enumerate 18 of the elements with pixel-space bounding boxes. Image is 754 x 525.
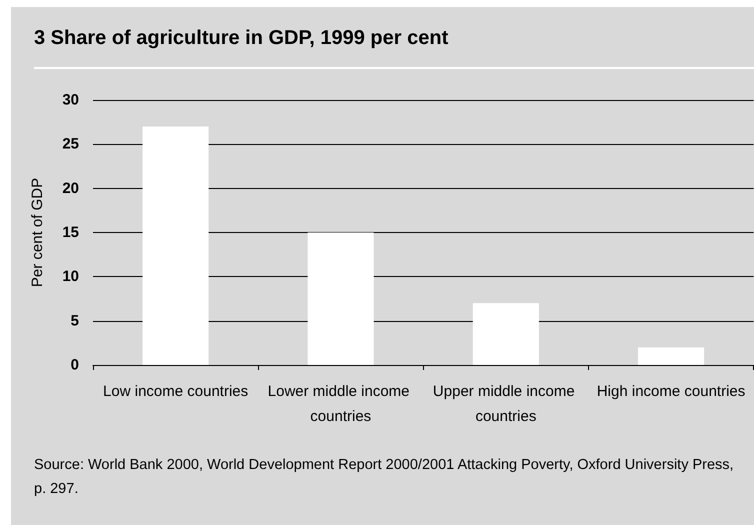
x-tick-label: Low income countries <box>103 383 248 400</box>
bar <box>308 232 374 365</box>
y-tick-label: 10 <box>62 268 79 286</box>
y-tick-label: 25 <box>62 136 79 153</box>
x-tick-label: High income countries <box>596 383 746 400</box>
y-axis-title: Per cent of GDP <box>29 178 46 288</box>
x-tick-label: Upper middle income countries <box>432 383 579 425</box>
bar <box>142 126 209 365</box>
x-tick-label: Lower middle income countries <box>268 383 414 425</box>
source-note: Source: World Bank 2000, World Development Report 2000/2001 Attacking Poverty, Oxford University Press, p. 297. <box>34 456 735 499</box>
bar <box>472 303 539 365</box>
y-tick-label: 5 <box>70 312 79 330</box>
y-tick-label: 0 <box>70 356 79 374</box>
bar <box>638 347 704 365</box>
chart-title: 3 Share of agriculture in GDP, 1999 per cent <box>34 27 448 50</box>
y-tick-label: 20 <box>62 180 79 197</box>
y-tick-label: 30 <box>62 92 79 108</box>
y-tick-label: 15 <box>62 224 79 241</box>
